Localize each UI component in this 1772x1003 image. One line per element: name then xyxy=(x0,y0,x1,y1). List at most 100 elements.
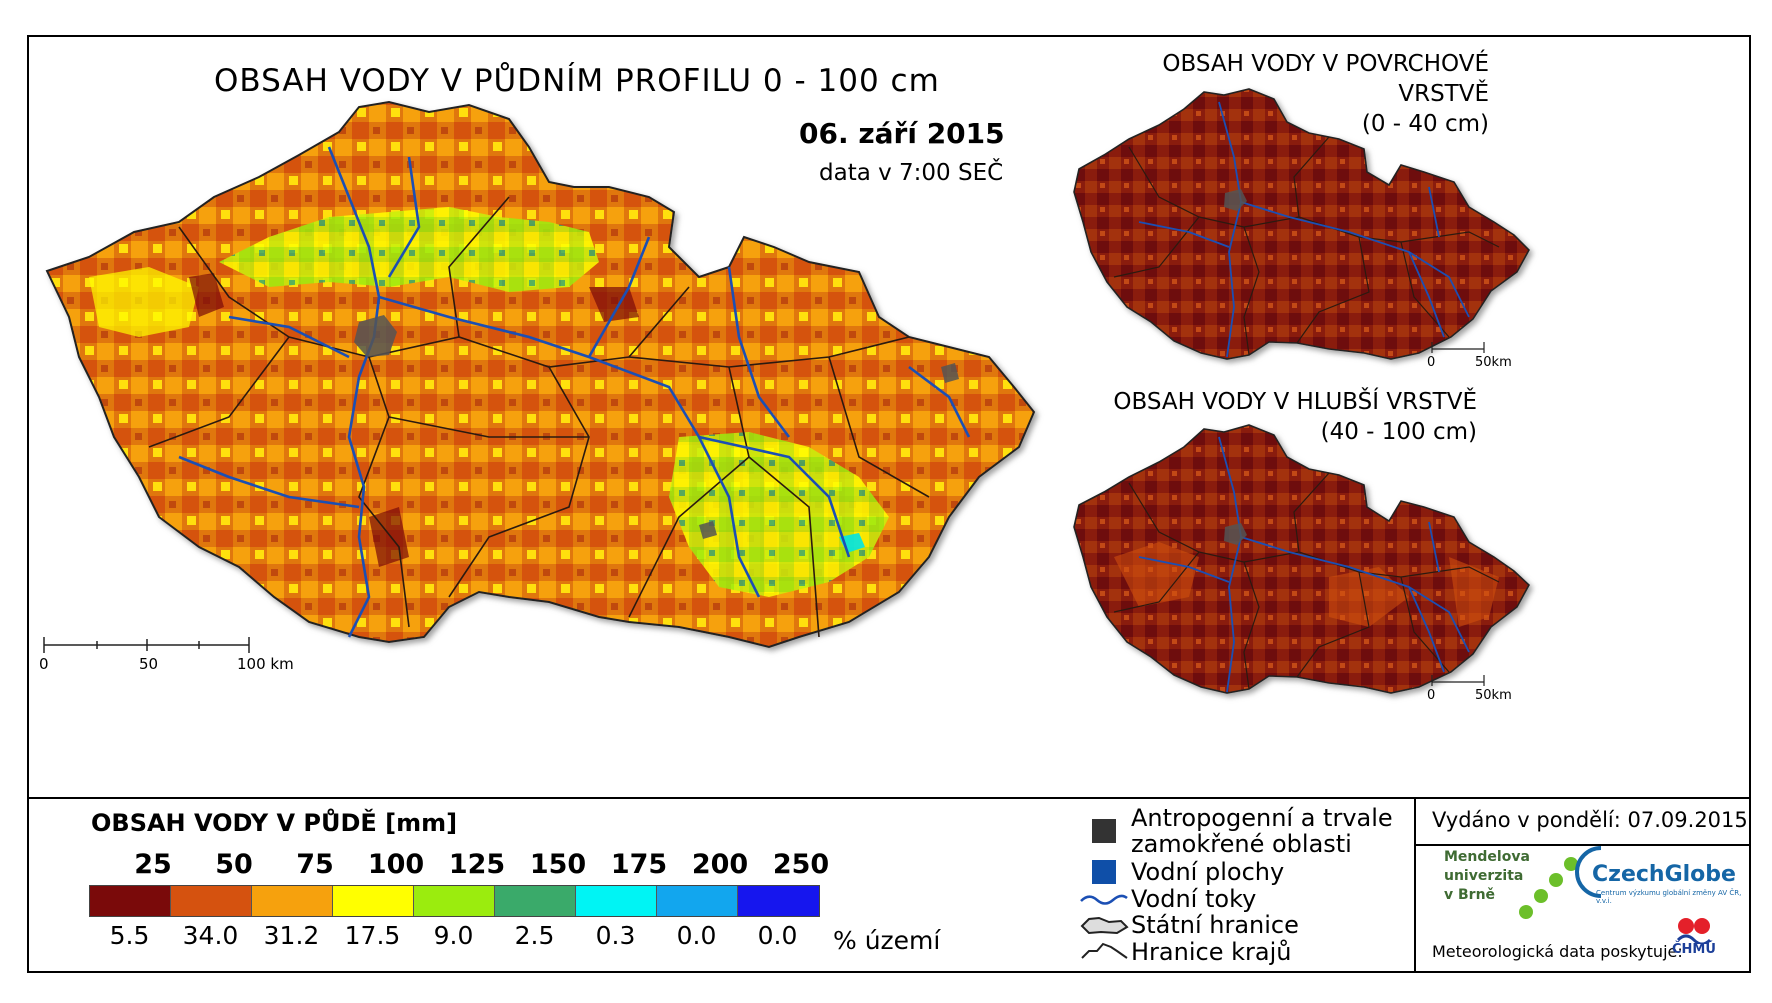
legend-rivers: Vodní toky xyxy=(1077,886,1256,912)
main-scale-label-100: 100 km xyxy=(237,655,294,673)
map-canvas xyxy=(43,88,1530,694)
prague-deep xyxy=(1224,523,1247,545)
mendel-line2: univerzita xyxy=(1444,868,1524,884)
class-bound: 75 xyxy=(296,849,334,880)
czech-main-map xyxy=(45,100,1036,649)
mendel-line1: Mendelova xyxy=(1444,849,1530,865)
prague-surface xyxy=(1224,189,1247,211)
percent-value: 9.0 xyxy=(433,921,474,950)
main-map-date: 06. září 2015 xyxy=(799,117,1005,150)
main-scale-bar xyxy=(43,637,250,653)
legend-panel: OBSAH VODY V PŮDĚ [mm] 25 50 75 100 125 … xyxy=(29,797,1751,973)
mendel-dots-icon xyxy=(1519,857,1578,919)
percent-value: 0.0 xyxy=(676,921,717,950)
inset-surface-title: OBSAH VODY V POVRCHOVÉ VRSTVĚ (0 - 40 cm… xyxy=(1069,49,1489,139)
deep-orange-patches xyxy=(1114,542,1499,627)
wet-zone-north xyxy=(219,207,599,292)
map-sheet: OBSAH VODY V PŮDNÍM PROFILU 0 - 100 cm 0… xyxy=(27,35,1751,973)
class-bound: 25 xyxy=(134,849,172,880)
anthropogenic-label-line2: zamokřené oblasti xyxy=(1131,830,1352,858)
legend-water-bodies: Vodní plochy xyxy=(1077,859,1284,885)
percent-value: 0.3 xyxy=(595,921,636,950)
class-bound: 100 xyxy=(367,849,425,880)
logo-box: Mendelova univerzita v Brně CzechGlobe C… xyxy=(1414,844,1751,971)
ostrava-urban xyxy=(941,363,959,383)
map-area: OBSAH VODY V PŮDNÍM PROFILU 0 - 100 cm 0… xyxy=(29,37,1749,797)
class-bound: 150 xyxy=(529,849,587,880)
color-swatch-6 xyxy=(576,886,657,916)
deep-scale-bar xyxy=(1431,675,1485,686)
state-border-label: Státní hranice xyxy=(1131,911,1299,939)
rivers-surface xyxy=(1138,101,1470,358)
anthropogenic-swatch-icon xyxy=(1092,819,1116,843)
anthropogenic-label-line1: Antropogenní a trvale xyxy=(1131,804,1393,832)
surface-scale-bar xyxy=(1431,342,1485,353)
inset-deep-title-line2: (40 - 100 cm) xyxy=(1320,419,1477,445)
region-border-icon xyxy=(1081,942,1128,959)
issued-date: Vydáno v pondělí: 07.09.2015 xyxy=(1432,808,1748,832)
deep-scale-label-50: 50km xyxy=(1475,688,1512,703)
color-swatch-7 xyxy=(657,886,738,916)
legend-colorbar xyxy=(89,885,820,917)
river-line-icon xyxy=(1080,894,1128,905)
czechglobe-subtitle: Centrum výzkumu globální změny AV ČR, v.… xyxy=(1596,889,1742,905)
color-swatch-2 xyxy=(252,886,333,916)
percent-value: 2.5 xyxy=(514,921,555,950)
rivers-main xyxy=(178,146,971,638)
chmu-logo-icon xyxy=(1676,918,1712,944)
brno-urban xyxy=(699,521,717,539)
color-swatch-4 xyxy=(414,886,495,916)
percent-unit-label: % území xyxy=(833,926,941,955)
region-border-label: Hranice krajů xyxy=(1131,938,1292,966)
wet-zone-south-moravia xyxy=(669,432,889,597)
surface-scale-label-50: 50km xyxy=(1475,355,1512,370)
water-body-swatch-icon xyxy=(1092,860,1116,884)
state-border-surface xyxy=(1073,88,1530,360)
dry-zone-yellow xyxy=(89,267,199,337)
percent-value: 0.0 xyxy=(757,921,798,950)
percent-value: 17.5 xyxy=(344,921,401,950)
inset-surface-map xyxy=(1073,88,1530,360)
state-border-icon xyxy=(1080,916,1129,935)
percent-value: 34.0 xyxy=(182,921,239,950)
class-bound: 50 xyxy=(215,849,253,880)
prague-urban xyxy=(354,315,397,357)
issued-box: Vydáno v pondělí: 07.09.2015 xyxy=(1414,799,1751,846)
mendel-line3: v Brně xyxy=(1444,887,1496,903)
water-bodies-label: Vodní plochy xyxy=(1131,858,1285,886)
color-swatch-3 xyxy=(333,886,414,916)
inset-deep-map xyxy=(1073,424,1530,694)
class-bound: 200 xyxy=(691,849,749,880)
class-bound: 175 xyxy=(610,849,668,880)
surface-scale-label-0: 0 xyxy=(1427,355,1436,370)
legend-anthropogenic: Antropogenní a trvale zamokřené oblasti xyxy=(1077,805,1393,857)
inset-deep-title-line1: OBSAH VODY V HLUBŠÍ VRSTVĚ xyxy=(1113,389,1477,415)
color-swatch-5 xyxy=(495,886,576,916)
main-map-title: OBSAH VODY V PŮDNÍM PROFILU 0 - 100 cm xyxy=(214,63,940,99)
legend-state-border: Státní hranice xyxy=(1077,912,1299,938)
main-map-data-time: data v 7:00 SEČ xyxy=(819,160,1004,186)
czechglobe-arc-icon xyxy=(1575,846,1602,898)
color-swatch-8 xyxy=(738,886,819,916)
percent-value: 31.2 xyxy=(263,921,320,950)
class-bound: 250 xyxy=(772,849,830,880)
mendel-university-logo: Mendelova univerzita v Brně xyxy=(1444,848,1530,905)
class-bound: 125 xyxy=(448,849,506,880)
rivers-deep xyxy=(1138,436,1470,693)
czechglobe-logo: CzechGlobe xyxy=(1592,862,1736,887)
state-border-deep xyxy=(1073,424,1530,694)
legend-region-border: Hranice krajů xyxy=(1077,939,1291,965)
inset-surface-title-line1: OBSAH VODY V POVRCHOVÉ VRSTVĚ xyxy=(1162,51,1489,107)
main-scale-label-50: 50 xyxy=(139,655,159,673)
legend-title: OBSAH VODY V PŮDĚ [mm] xyxy=(91,809,458,837)
deep-scale-label-0: 0 xyxy=(1427,688,1436,703)
color-swatch-0 xyxy=(90,886,171,916)
rivers-label: Vodní toky xyxy=(1131,885,1257,913)
chmu-label: ČHMÚ xyxy=(1672,942,1716,957)
inset-deep-title: OBSAH VODY V HLUBŠÍ VRSTVĚ (40 - 100 cm) xyxy=(1049,387,1477,447)
data-provider-label: Meteorologická data poskytuje: xyxy=(1432,942,1683,961)
percent-value: 5.5 xyxy=(109,921,150,950)
region-borders-main xyxy=(148,196,930,638)
main-scale-label-0: 0 xyxy=(39,655,49,673)
inset-surface-title-line2: (0 - 40 cm) xyxy=(1361,111,1489,137)
